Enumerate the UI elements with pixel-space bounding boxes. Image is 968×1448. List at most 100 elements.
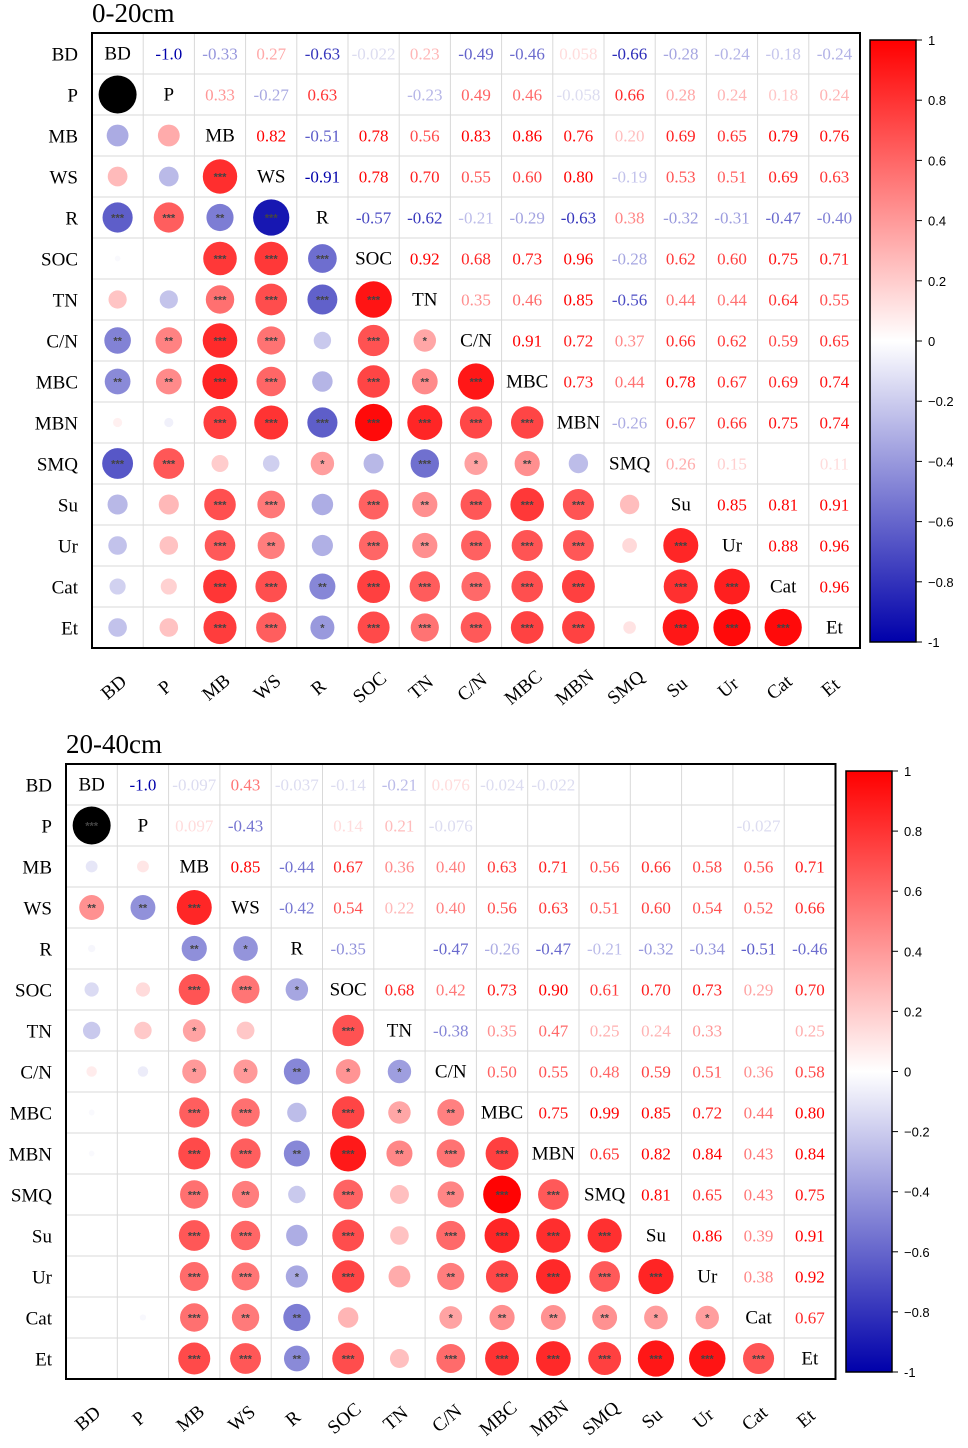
diagonal-label: R [291,939,304,960]
colorbar-tick-label: 0 [904,1065,911,1080]
correlation-value: 0.67 [717,373,747,392]
correlation-circle [662,609,699,646]
correlation-value: 0.76 [564,127,594,146]
column-axis-label: Cat [763,671,797,705]
diagonal-label: BD [78,775,104,796]
correlation-circle [357,324,390,357]
significance-stars: *** [239,1272,253,1284]
correlation-circle [308,244,337,273]
correlation-value: 0.85 [641,1104,671,1123]
correlation-circle [84,982,99,997]
row-axis-label: MBN [9,1145,53,1166]
diagonal-label: MBN [557,413,601,434]
correlation-value: 0.72 [692,1104,722,1123]
correlation-value: 0.46 [512,291,542,310]
correlation-value: 0.22 [385,899,415,918]
correlation-value: 0.38 [744,1268,774,1287]
correlation-circle [153,202,184,233]
correlation-value: 0.49 [461,86,491,105]
correlation-value: 0.56 [744,858,774,877]
correlation-circle [411,368,438,395]
significance-stars: ** [318,582,327,594]
significance-stars: *** [496,1354,510,1366]
column-axis-label: Et [793,1405,820,1432]
significance-stars: * [705,1313,710,1325]
row-axis-label: MB [22,858,52,879]
significance-stars: ** [446,1190,455,1202]
correlation-value: 0.74 [820,373,850,392]
correlation-value: -1.0 [129,776,156,795]
correlation-value: 0.74 [820,414,850,433]
correlation-value: 0.64 [768,291,798,310]
correlation-circle [179,1262,209,1291]
correlation-circle [108,618,127,637]
correlation-value: -0.26 [612,414,647,433]
correlation-circle [337,1307,359,1328]
correlation-value: 0.44 [717,291,747,310]
diagonal-label: MB [205,126,235,147]
correlation-circle [310,615,335,640]
correlation-value: 0.69 [768,168,798,187]
correlation-circle [363,453,384,474]
diagonal-label: Et [826,618,844,639]
correlation-value: 0.67 [795,1309,825,1328]
panel-title: 0-20cm [92,0,174,28]
significance-stars: ** [498,1313,507,1325]
row-axis-label: P [67,86,78,107]
correlation-value: 0.62 [717,332,747,351]
correlation-circle [485,1341,520,1376]
correlation-value: 0.73 [692,981,722,1000]
column-axis-label: BD [97,671,131,704]
correlation-value: -0.32 [638,940,673,959]
significance-stars: *** [239,1149,253,1161]
correlation-circle [535,1259,571,1294]
row-axis-label: Su [32,1227,53,1248]
significance-stars: *** [111,459,125,471]
correlation-circle [483,1175,521,1214]
colorbar-tick-label: −0.2 [928,394,954,409]
column-axis-label: BD [71,1402,105,1435]
colorbar-tick-label: 1 [904,764,911,779]
correlation-circle [202,323,238,358]
significance-stars: *** [598,1354,612,1366]
correlation-value: 0.24 [641,1022,671,1041]
correlation-value: 0.66 [717,414,747,433]
correlation-value: 0.55 [820,291,850,310]
correlation-circle [485,1260,519,1293]
significance-stars: *** [111,213,125,225]
significance-stars: ** [600,1313,609,1325]
correlation-circle [98,75,137,114]
significance-stars: *** [265,336,279,348]
row-axis-label: Cat [52,578,79,599]
significance-stars: *** [188,1149,202,1161]
row-axis-label: TN [53,291,79,312]
correlation-circle [257,326,286,355]
correlation-circle [72,806,111,845]
row-axis-label: R [65,209,78,230]
colorbar-tick-label: 0.4 [904,944,922,959]
correlation-value: 0.65 [820,332,850,351]
correlation-circle [540,1305,566,1330]
correlation-circle [230,1220,261,1251]
correlation-circle [436,1220,466,1251]
significance-stars: *** [214,172,228,184]
significance-stars: *** [547,1231,561,1243]
correlation-circle [139,1314,147,1321]
correlation-value: 0.67 [666,414,696,433]
row-axis-label: BD [26,776,52,797]
correlation-circle [589,1261,620,1292]
correlation-value: 0.66 [795,899,825,918]
correlation-circle [460,612,492,643]
significance-stars: *** [188,1190,202,1202]
significance-stars: ** [165,377,174,389]
correlation-value: -0.91 [305,168,340,187]
diagonal-label: Cat [745,1308,772,1329]
correlation-value: 0.56 [410,127,440,146]
correlation-circle [331,1096,365,1129]
correlation-value: 0.69 [666,127,696,146]
significance-stars: *** [188,985,202,997]
row-axis-label: Et [35,1350,53,1371]
correlation-circle [489,1304,515,1331]
significance-stars: *** [572,582,586,594]
significance-stars: *** [316,418,330,430]
